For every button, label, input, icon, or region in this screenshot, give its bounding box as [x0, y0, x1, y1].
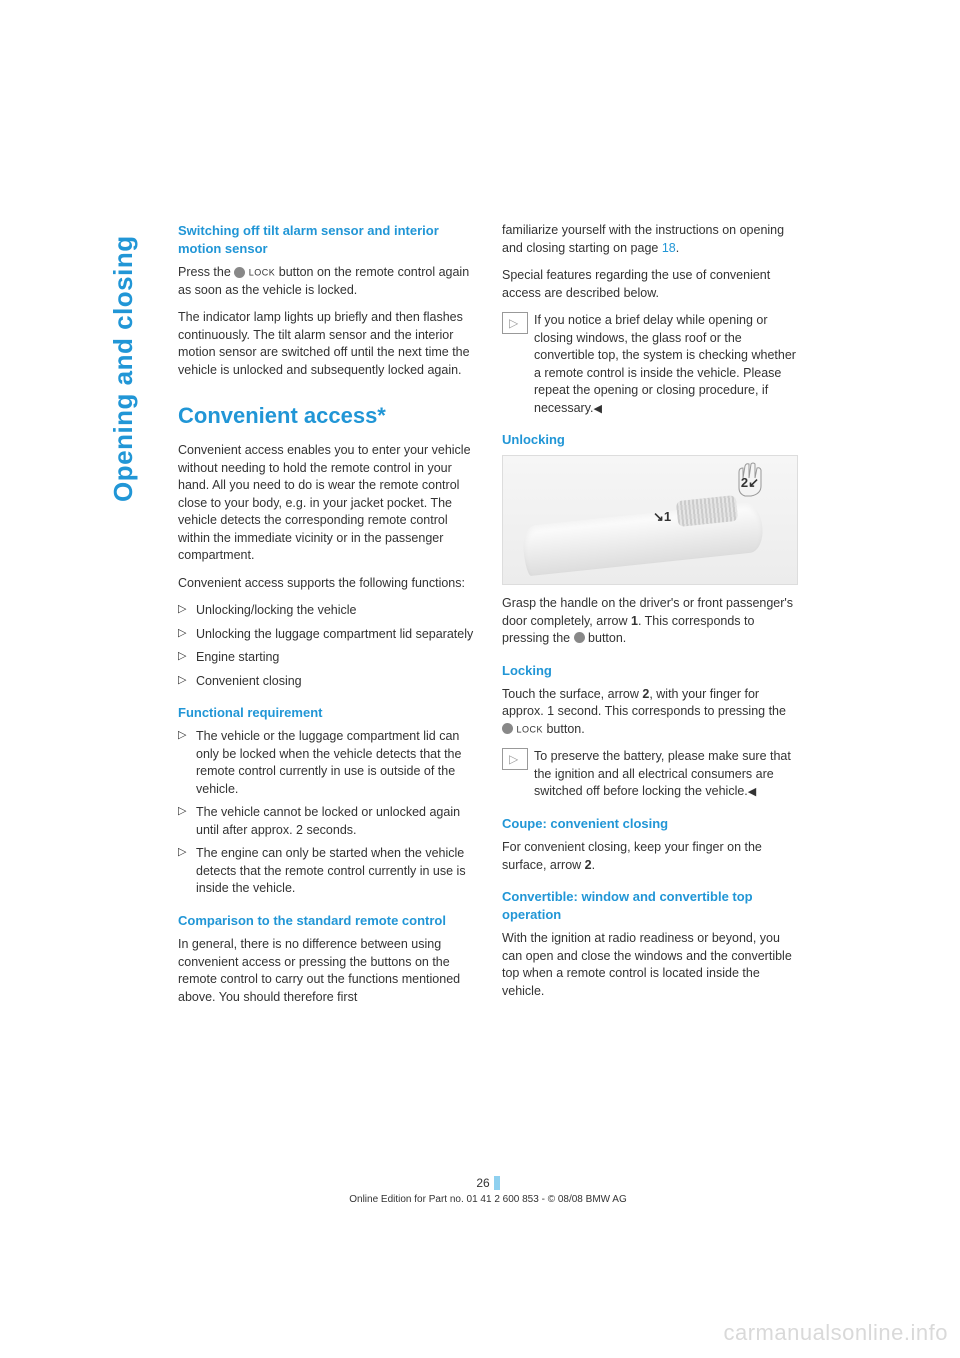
lock-icon [234, 267, 245, 278]
heading-functional-requirement: Functional requirement [178, 704, 474, 722]
para: Press the LOCK button on the remote cont… [178, 264, 474, 299]
page-number: 26 [476, 1176, 499, 1190]
list-item: Convenient closing [178, 673, 474, 691]
side-tab: Opening and closing [108, 222, 148, 502]
para: Grasp the handle on the driver's or fron… [502, 595, 798, 648]
page-number-bar [494, 1176, 500, 1190]
lock-label: LOCK [516, 724, 543, 734]
page-link[interactable]: 18 [662, 241, 676, 255]
heading-coupe-closing: Coupe: convenient closing [502, 815, 798, 833]
note-icon [502, 312, 528, 334]
page-number-text: 26 [476, 1176, 489, 1190]
note-delay: If you notice a brief delay while openin… [502, 312, 798, 417]
para: Convenient access enables you to enter y… [178, 442, 474, 565]
heading-unlocking: Unlocking [502, 431, 798, 449]
door-handle-illustration: ↘1 2↙ [502, 455, 798, 585]
footer-text: Online Edition for Part no. 01 41 2 600 … [349, 1194, 627, 1205]
para: Convenient access supports the following… [178, 575, 474, 593]
list-item: Engine starting [178, 649, 474, 667]
note-text: If you notice a brief delay while openin… [534, 312, 798, 417]
text: button. [543, 722, 585, 736]
end-marker: ◀ [748, 786, 756, 798]
heading-convertible: Convertible: window and convertible top … [502, 888, 798, 924]
heading-locking: Locking [502, 662, 798, 680]
note-text: To preserve the battery, please make sur… [534, 748, 798, 801]
hand-icon [731, 458, 771, 498]
list-item: The engine can only be started when the … [178, 845, 474, 898]
right-column: familiarize yourself with the instructio… [502, 222, 798, 1016]
requirements-list: The vehicle or the luggage compartment l… [178, 728, 474, 898]
note-icon [502, 748, 528, 770]
para: Touch the surface, arrow 2, with your fi… [502, 686, 798, 739]
text: Press the [178, 265, 234, 279]
unlock-icon [574, 632, 585, 643]
arrow-label-1: ↘1 [653, 508, 671, 526]
text: For convenient closing, keep your finger… [502, 840, 762, 872]
heading-convenient-access: Convenient access* [178, 401, 474, 432]
para: familiarize yourself with the instructio… [502, 222, 798, 257]
side-tab-label: Opening and closing [108, 235, 139, 502]
page-content: Switching off tilt alarm sensor and inte… [178, 222, 798, 1016]
text: button. [585, 631, 627, 645]
left-column: Switching off tilt alarm sensor and inte… [178, 222, 474, 1016]
page-footer: 26 Online Edition for Part no. 01 41 2 6… [178, 1176, 798, 1205]
list-item: The vehicle or the luggage compartment l… [178, 728, 474, 798]
lock-label: LOCK [249, 268, 276, 278]
bold-num: 1 [631, 614, 638, 628]
text: . [676, 241, 679, 255]
text: If you notice a brief delay while openin… [534, 313, 796, 415]
bold-num: 2 [585, 858, 592, 872]
end-marker: ◀ [594, 403, 602, 415]
heading-comparison: Comparison to the standard remote contro… [178, 912, 474, 930]
text: Touch the surface, arrow [502, 687, 642, 701]
para: For convenient closing, keep your finger… [502, 839, 798, 874]
list-item: Unlocking/locking the vehicle [178, 602, 474, 620]
note-battery: To preserve the battery, please make sur… [502, 748, 798, 801]
para: With the ignition at radio readiness or … [502, 930, 798, 1000]
list-item: The vehicle cannot be locked or unlocked… [178, 804, 474, 839]
para: Special features regarding the use of co… [502, 267, 798, 302]
heading-switching-off: Switching off tilt alarm sensor and inte… [178, 222, 474, 258]
lock-icon [502, 723, 513, 734]
para: In general, there is no difference betwe… [178, 936, 474, 1006]
text: . [592, 858, 595, 872]
watermark: carmanualsonline.info [723, 1320, 948, 1346]
functions-list: Unlocking/locking the vehicle Unlocking … [178, 602, 474, 690]
list-item: Unlocking the luggage compartment lid se… [178, 626, 474, 644]
text: familiarize yourself with the instructio… [502, 223, 784, 255]
para: The indicator lamp lights up briefly and… [178, 309, 474, 379]
